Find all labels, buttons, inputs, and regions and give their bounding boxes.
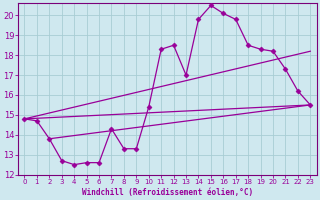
X-axis label: Windchill (Refroidissement éolien,°C): Windchill (Refroidissement éolien,°C) [82, 188, 253, 197]
